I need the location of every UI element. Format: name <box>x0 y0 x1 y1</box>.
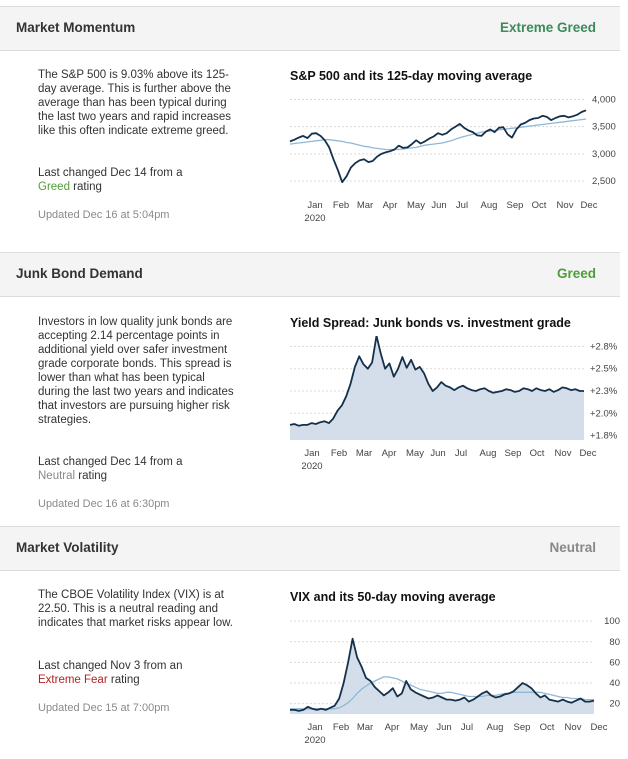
last-changed: Last changed Dec 14 from a Neutral ratin… <box>38 455 238 483</box>
x-tick-label: Apr <box>382 448 397 459</box>
x-tick-label: Oct <box>532 200 547 211</box>
last-changed-prefix: Last changed Nov 3 from an <box>38 660 183 672</box>
section-description: The CBOE Volatility Index (VIX) is at 22… <box>38 589 233 629</box>
x-tick-label: Jun <box>430 448 445 459</box>
x-tick-label: Jan <box>307 200 322 211</box>
y-tick-label: 3,500 <box>592 122 616 133</box>
section-description: Investors in low quality junk bonds are … <box>38 316 234 426</box>
x-tick-label: Feb <box>333 722 349 733</box>
y-tick-label: 2,500 <box>592 176 616 187</box>
x-year-label: 2020 <box>301 461 322 472</box>
x-year-label: 2020 <box>304 213 325 224</box>
section-description: The S&P 500 is 9.03% above its 125-day a… <box>38 69 232 137</box>
series-line-moving-average <box>290 676 594 710</box>
x-tick-label: Sep <box>507 200 524 211</box>
x-tick-label: Jan <box>304 448 319 459</box>
previous-rating: Greed <box>38 181 70 193</box>
sp500-chart: 4,000 3,500 3,000 2,500 Jan Feb Mar Apr May Jun Ju… <box>289 94 616 224</box>
last-changed-prefix: Last changed Dec 14 from a <box>38 167 183 179</box>
last-changed-prefix: Last changed Dec 14 from a <box>38 456 183 468</box>
section-rating: Greed <box>556 266 596 281</box>
previous-rating: Extreme Fear <box>38 674 108 686</box>
series-line-main <box>289 109 587 184</box>
updated-timestamp: Updated Dec 16 at 5:04pm <box>38 209 170 221</box>
x-year-label: 2020 <box>304 735 325 746</box>
series-line-main <box>290 637 595 712</box>
y-tick-label: +2.0% <box>590 408 618 419</box>
x-tick-label: Jun <box>436 722 451 733</box>
last-changed-suffix: rating <box>110 674 140 686</box>
previous-rating: Neutral <box>38 470 76 482</box>
section-rating: Neutral <box>549 540 596 555</box>
last-changed: Last changed Dec 14 from a Greed rating <box>38 166 238 194</box>
x-tick-label: Nov <box>557 200 574 211</box>
x-tick-label: Jul <box>461 722 473 733</box>
x-tick-label: Apr <box>383 200 398 211</box>
y-tick-label: +2.5% <box>590 364 618 375</box>
x-tick-label: Oct <box>530 448 545 459</box>
x-tick-label: May <box>407 200 425 211</box>
last-changed: Last changed Nov 3 from an Extreme Fear … <box>38 659 238 687</box>
x-tick-label: Dec <box>580 448 597 459</box>
updated-timestamp: Updated Dec 15 at 7:00pm <box>38 702 170 714</box>
chart-title: S&P 500 and its 125-day moving average <box>290 69 533 83</box>
x-tick-label: Apr <box>385 722 400 733</box>
x-tick-label: Aug <box>480 448 497 459</box>
series-line-main <box>289 336 584 427</box>
x-tick-label: Sep <box>514 722 531 733</box>
y-tick-label: 100 <box>604 616 620 627</box>
section-header-market-momentum: Market Momentum Extreme Greed <box>0 6 620 51</box>
section-title: Junk Bond Demand <box>16 266 143 281</box>
y-tick-label: 60 <box>609 657 620 668</box>
x-tick-label: Jul <box>455 448 467 459</box>
y-tick-label: 20 <box>609 699 620 710</box>
y-tick-label: 4,000 <box>592 94 616 105</box>
x-tick-label: Mar <box>356 448 372 459</box>
y-tick-label: +2.8% <box>590 341 618 352</box>
y-tick-label: 40 <box>609 678 620 689</box>
x-tick-label: May <box>410 722 428 733</box>
chart-title: Yield Spread: Junk bonds vs. investment … <box>290 316 571 330</box>
section-header-market-volatility: Market Volatility Neutral <box>0 526 620 571</box>
section-header-junk-bond-demand: Junk Bond Demand Greed <box>0 252 620 297</box>
yield-spread-chart: +2.8% +2.5% +2.3% +2.0% +1.8% Jan Feb Mar Apr May… <box>289 336 618 472</box>
section-title: Market Volatility <box>16 540 119 555</box>
last-changed-suffix: rating <box>73 181 102 193</box>
x-tick-label: May <box>406 448 424 459</box>
x-tick-label: Feb <box>331 448 347 459</box>
series-line-moving-average <box>289 118 587 151</box>
y-tick-label: +1.8% <box>590 431 618 442</box>
x-tick-label: Jul <box>456 200 468 211</box>
section-rating: Extreme Greed <box>499 20 596 35</box>
x-tick-label: Nov <box>555 448 572 459</box>
section-title: Market Momentum <box>16 20 136 35</box>
x-tick-label: Jun <box>431 200 446 211</box>
x-tick-label: Mar <box>357 200 373 211</box>
chart-title: VIX and its 50-day moving average <box>290 590 496 604</box>
x-tick-label: Aug <box>487 722 504 733</box>
last-changed-suffix: rating <box>78 470 108 482</box>
y-tick-label: 3,000 <box>592 149 616 160</box>
x-tick-label: Feb <box>333 200 349 211</box>
x-tick-label: Dec <box>591 722 608 733</box>
x-tick-label: Oct <box>540 722 555 733</box>
x-tick-label: Aug <box>481 200 498 211</box>
series-area <box>290 638 594 714</box>
x-tick-label: Jan <box>307 722 322 733</box>
y-tick-label: +2.3% <box>590 386 618 397</box>
y-tick-label: 80 <box>609 637 620 648</box>
updated-timestamp: Updated Dec 16 at 6:30pm <box>38 498 170 510</box>
x-tick-label: Nov <box>565 722 582 733</box>
x-tick-label: Mar <box>357 722 373 733</box>
x-tick-label: Dec <box>581 200 598 211</box>
x-tick-label: Sep <box>505 448 522 459</box>
vix-chart: 100 80 60 40 20 Jan Feb Mar Apr May Jun Jul Aug Sep Oc… <box>290 616 620 746</box>
